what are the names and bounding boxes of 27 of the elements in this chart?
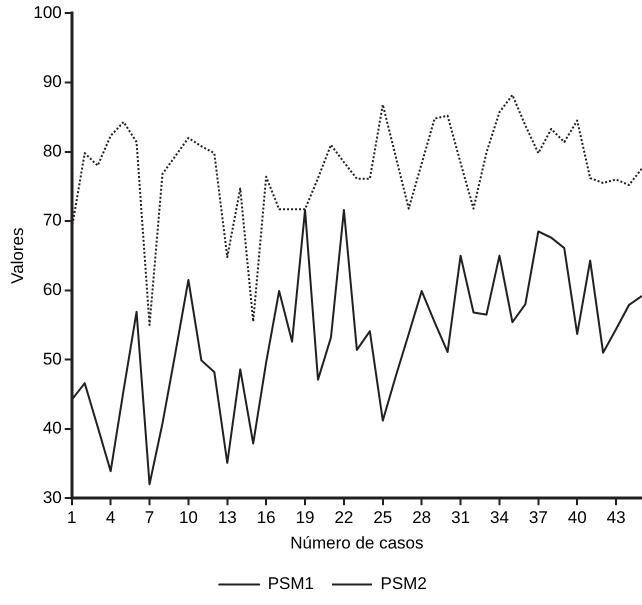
- y-tick-label: 50: [42, 349, 62, 368]
- x-tick-label: 40: [568, 508, 587, 528]
- x-tick-label: 13: [218, 508, 237, 528]
- x-tick-label: 25: [373, 508, 392, 528]
- x-tick-label: 1: [67, 508, 76, 528]
- x-tick-label: 7: [144, 508, 154, 528]
- y-axis-title: Valores: [8, 228, 27, 284]
- x-axis-title: Número de casos: [290, 533, 424, 552]
- legend-label: PSM1: [268, 574, 314, 594]
- x-tick-label: 31: [451, 508, 470, 528]
- y-tick-label: 60: [42, 280, 62, 300]
- x-tick-label: 34: [490, 508, 509, 528]
- x-tick-label: 10: [178, 508, 198, 528]
- y-tick-label: 40: [42, 418, 62, 438]
- x-tick-label: 22: [334, 508, 354, 528]
- x-tick-label: 28: [412, 508, 432, 528]
- x-tick-label: 37: [528, 508, 548, 528]
- y-tick-label: 30: [42, 488, 62, 507]
- y-tick-label: 90: [42, 72, 62, 92]
- y-tick-label: 70: [42, 210, 62, 230]
- y-tick-label: 100: [33, 2, 62, 22]
- x-tick-label: 4: [106, 508, 116, 528]
- y-tick-label: 80: [42, 141, 62, 160]
- legend-label: PSM2: [380, 574, 427, 594]
- x-tick-label: 19: [296, 508, 315, 528]
- x-tick-label: 43: [606, 508, 626, 528]
- x-tick-label: 16: [256, 508, 276, 528]
